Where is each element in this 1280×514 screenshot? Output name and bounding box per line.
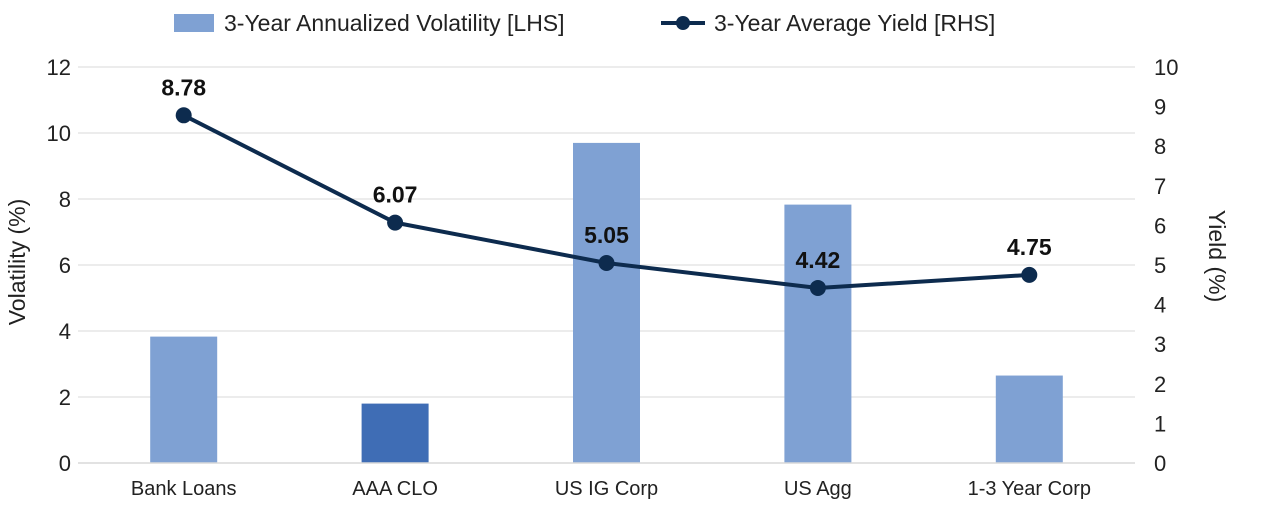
yield-data-label: 4.75	[1007, 234, 1052, 260]
left-tick-label: 10	[47, 121, 71, 146]
yield-marker	[809, 279, 826, 296]
yield-marker	[598, 255, 615, 272]
left-tick-label: 0	[59, 451, 71, 476]
bar	[150, 336, 218, 463]
left-tick-label: 4	[59, 319, 71, 344]
left-tick-label: 6	[59, 253, 71, 278]
right-tick-label: 0	[1154, 451, 1166, 476]
right-tick-label: 6	[1154, 213, 1166, 238]
right-tick-label: 2	[1154, 372, 1166, 397]
bar-series	[150, 142, 1063, 464]
category-label: Bank Loans	[131, 478, 237, 500]
bar	[361, 403, 429, 463]
x-axis-tick-labels: Bank Loans AAA CLO US IG Corp US Agg 1-3 Yea…	[131, 478, 1091, 500]
legend-swatch-volatility	[174, 14, 214, 32]
legend-label-yield: 3-Year Average Yield [RHS]	[714, 10, 995, 36]
bar	[784, 204, 852, 464]
bar	[573, 142, 640, 463]
right-axis-ticks: 0 1 2 3 4 5 6 7 8 9 10	[1154, 55, 1178, 476]
legend-label-volatility: 3-Year Annualized Volatility [LHS]	[224, 10, 565, 36]
right-tick-label: 9	[1154, 95, 1166, 120]
right-tick-label: 8	[1154, 134, 1166, 159]
legend: 3-Year Annualized Volatility [LHS] 3-Yea…	[174, 10, 995, 36]
right-tick-label: 10	[1154, 55, 1178, 80]
category-label: AAA CLO	[352, 478, 438, 500]
category-label: 1-3 Year Corp	[968, 478, 1091, 500]
right-tick-label: 5	[1154, 253, 1166, 278]
category-label: US Agg	[784, 478, 852, 500]
yield-marker	[387, 214, 404, 231]
right-axis-title: Yield (%)	[1204, 210, 1230, 302]
left-axis-ticks: 0 2 4 6 8 10 12	[47, 55, 71, 476]
line-series	[175, 107, 1038, 296]
right-tick-label: 1	[1154, 411, 1166, 436]
left-axis-title: Volatility (%)	[4, 199, 30, 326]
yield-data-label: 5.05	[584, 222, 629, 248]
data-labels: 8.78 6.07 5.05 4.42 4.75	[161, 74, 1052, 273]
yield-data-label: 8.78	[161, 74, 206, 100]
yield-marker	[175, 107, 192, 124]
right-tick-label: 4	[1154, 293, 1166, 318]
left-tick-label: 2	[59, 385, 71, 410]
yield-data-label: 6.07	[373, 182, 418, 208]
legend-swatch-yield-marker	[676, 16, 690, 30]
left-tick-label: 8	[59, 187, 71, 212]
bar	[995, 375, 1063, 463]
yield-data-label: 4.42	[796, 247, 841, 273]
right-tick-label: 3	[1154, 332, 1166, 357]
yield-marker	[1021, 266, 1038, 283]
right-tick-label: 7	[1154, 174, 1166, 199]
category-label: US IG Corp	[555, 478, 658, 500]
left-tick-label: 12	[47, 55, 71, 80]
